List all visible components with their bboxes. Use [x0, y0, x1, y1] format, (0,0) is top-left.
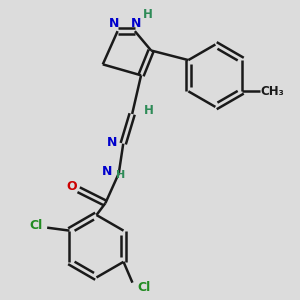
Text: N: N — [107, 136, 117, 149]
Text: H: H — [116, 170, 125, 180]
Text: H: H — [144, 104, 153, 118]
Text: O: O — [66, 180, 76, 193]
Text: N: N — [109, 17, 119, 30]
Text: N: N — [102, 165, 113, 178]
Text: H: H — [143, 8, 153, 21]
Text: Cl: Cl — [29, 219, 43, 232]
Text: CH₃: CH₃ — [261, 85, 285, 98]
Text: N: N — [131, 17, 142, 30]
Text: Cl: Cl — [137, 280, 150, 294]
